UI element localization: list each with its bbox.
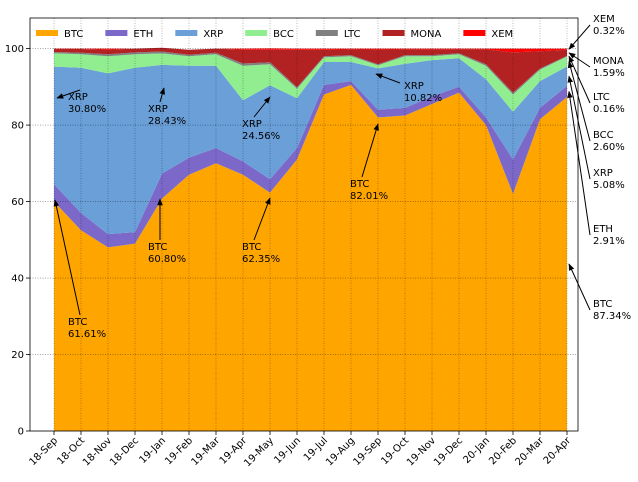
annotation-label: XRP xyxy=(68,92,88,103)
annotation-label: XRP xyxy=(148,104,168,115)
right-label-value: 87.34% xyxy=(593,311,631,322)
annotation-value: 30.80% xyxy=(68,104,106,115)
legend-swatch-eth xyxy=(105,30,128,36)
annotation-label: BTC xyxy=(148,242,167,253)
x-tick-label: 19-Aug xyxy=(324,435,357,468)
x-tick-label: 19-Mar xyxy=(189,435,222,468)
legend-label-eth: ETH xyxy=(133,29,153,40)
annotation-value: 60.80% xyxy=(148,254,186,265)
annotation-value: 10.82% xyxy=(404,93,442,104)
legend-swatch-xrp xyxy=(175,30,198,36)
annotation-arrow xyxy=(253,96,271,118)
plot-frame xyxy=(29,17,579,432)
right-label-value: 5.08% xyxy=(593,180,625,191)
right-label-arrow xyxy=(568,263,591,311)
legend-swatch-bcc xyxy=(245,30,268,36)
x-tick-label: 18-Dec xyxy=(108,435,141,468)
right-label-arrow xyxy=(568,52,591,68)
legend-label-mona: MONA xyxy=(411,29,442,40)
area-btc xyxy=(54,84,567,432)
x-tick-label: 20-Mar xyxy=(513,435,546,468)
right-label-arrow xyxy=(567,60,591,142)
right-label-arrow xyxy=(567,90,591,236)
x-tick-label: 18-Sep xyxy=(27,435,60,468)
x-tick-label: 18-Nov xyxy=(81,435,114,468)
x-tick-label: 19-Sep xyxy=(351,435,384,468)
legend-swatch-mona xyxy=(382,30,405,36)
legend-swatch-btc xyxy=(36,30,58,36)
area-ltc xyxy=(54,51,567,95)
right-label-arrow xyxy=(568,24,591,50)
annotation-arrow xyxy=(361,123,379,178)
x-tick-label: 19-May xyxy=(242,435,276,469)
annotation-label: XRP xyxy=(404,81,424,92)
annotation-arrow xyxy=(56,89,81,99)
area-xem xyxy=(54,47,567,53)
annotation-arrow xyxy=(253,197,271,241)
x-tick-label: 19-Nov xyxy=(405,435,438,468)
annotation-value: 61.61% xyxy=(68,329,106,340)
right-label-name: LTC xyxy=(593,92,610,103)
annotation-value: 62.35% xyxy=(242,254,280,265)
annotation-value: 24.56% xyxy=(242,131,280,142)
area-bcc xyxy=(54,53,567,112)
y-tick-label: 20 xyxy=(11,350,24,361)
y-tick-label: 80 xyxy=(11,121,24,132)
right-label-value: 2.91% xyxy=(593,236,625,247)
annotation-label: XRP xyxy=(242,119,262,130)
right-label-name: BTC xyxy=(593,299,612,310)
legend-label-bcc: BCC xyxy=(273,29,294,40)
legend-swatch-ltc xyxy=(315,30,338,36)
x-tick-label: 19-Jan xyxy=(137,435,168,466)
x-tick-label: 20-Apr xyxy=(542,435,574,467)
annotation-value: 82.01% xyxy=(350,191,388,202)
right-label-name: BCC xyxy=(593,130,614,141)
y-tick-label: 60 xyxy=(11,197,24,208)
annotation-arrow xyxy=(53,199,81,316)
annotation-arrow xyxy=(375,73,401,84)
area-xrp xyxy=(54,58,567,235)
annotation-label: BTC xyxy=(68,317,87,328)
right-label-name: MONA xyxy=(593,56,624,67)
y-tick-label: 40 xyxy=(11,274,24,285)
x-tick-label: 19-Jun xyxy=(272,435,303,466)
annotation-label: BTC xyxy=(242,242,261,253)
annotation-arrow xyxy=(159,87,165,103)
right-label-name: ETH xyxy=(593,224,613,235)
x-tick-label: 20-Jan xyxy=(461,435,492,466)
right-label-name: XRP xyxy=(593,168,613,179)
right-label-value: 2.60% xyxy=(593,142,625,153)
right-label-value: 0.32% xyxy=(593,26,625,37)
area-mona xyxy=(54,47,567,93)
y-tick-label: 0 xyxy=(18,427,24,438)
annotation-value: 28.43% xyxy=(148,116,186,127)
legend-label-xrp: XRP xyxy=(203,29,223,40)
legend-label-btc: BTC xyxy=(64,29,83,40)
x-tick-label: 19-Dec xyxy=(432,435,465,468)
legend-swatch-xem xyxy=(463,30,486,36)
y-tick-label: 100 xyxy=(5,44,24,55)
legend-label-ltc: LTC xyxy=(344,29,361,40)
right-label-value: 0.16% xyxy=(593,104,625,115)
right-label-name: XEM xyxy=(593,14,615,25)
legend-label-xem: XEM xyxy=(491,29,513,40)
right-label-value: 1.59% xyxy=(593,68,625,79)
annotation-label: BTC xyxy=(350,179,369,190)
